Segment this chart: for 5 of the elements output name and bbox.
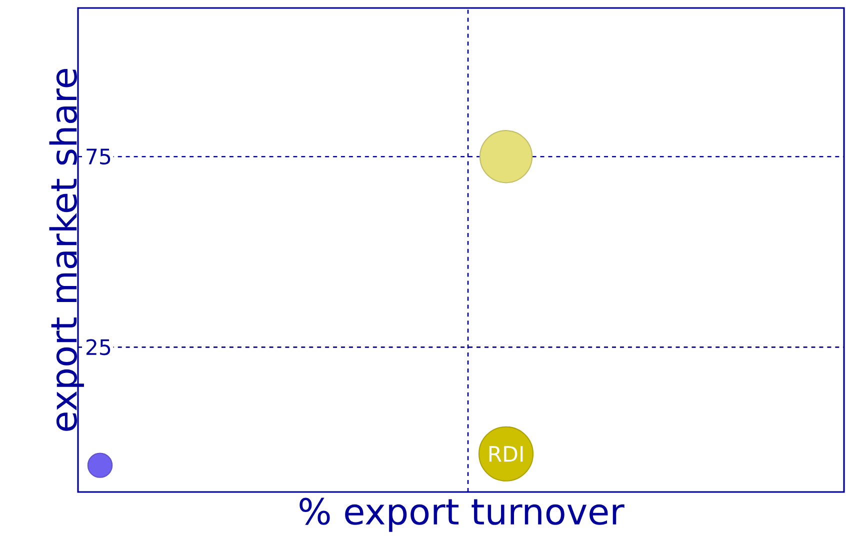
x-axis-title: % export turnover: [300, 498, 624, 532]
y-axis-title: export market share: [49, 69, 84, 431]
y-tick-label: 75: [86, 148, 110, 165]
legend-label: RDI: [489, 446, 523, 462]
y-tick-label: 25: [86, 339, 110, 356]
